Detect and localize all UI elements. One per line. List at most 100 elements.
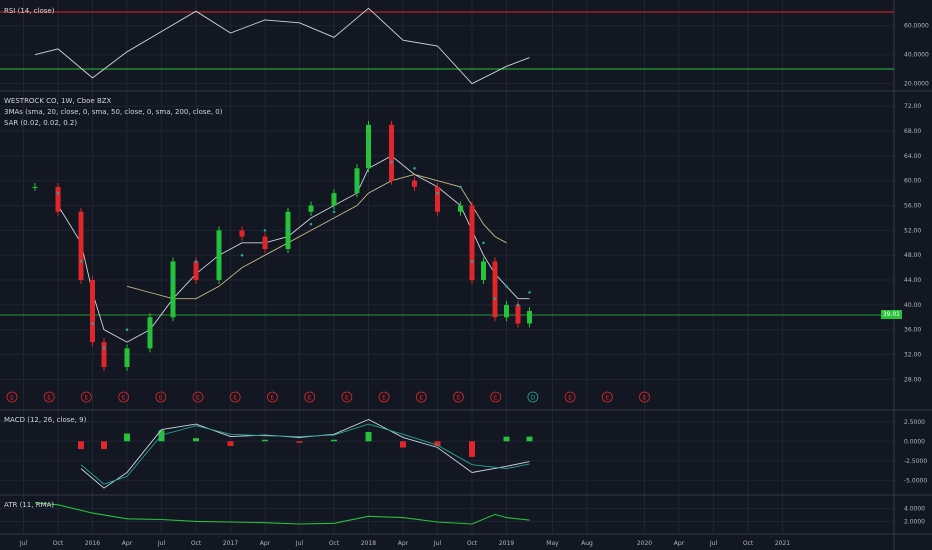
sar-dot (102, 347, 106, 350)
sar-dot (309, 222, 313, 226)
atr-line (34, 502, 530, 525)
atr-title: ATR (11, RMA) (4, 501, 55, 509)
rsi-title: RSI (14, close) (4, 7, 55, 15)
rsi-series (34, 7, 530, 85)
time-axis-label: 2018 (361, 540, 376, 547)
event-marker (378, 391, 390, 403)
time-axis-label: May (546, 540, 559, 547)
atr-series (34, 502, 530, 525)
macd-histogram-bar (296, 441, 303, 443)
event-marker (415, 391, 427, 403)
time-axis-label: Jul (433, 540, 442, 547)
sar-dot (148, 334, 152, 338)
sar-dots (56, 142, 531, 350)
event-marker (6, 391, 18, 403)
event-marker (639, 391, 650, 403)
sar-dot (436, 191, 439, 195)
event-label: E (345, 395, 349, 402)
candle-body (366, 124, 371, 169)
event-label: E (643, 395, 647, 402)
time-axis-label: Oct (53, 540, 64, 547)
candle-body (492, 261, 498, 318)
candle-body (527, 311, 532, 324)
macd-signal-line (80, 423, 530, 485)
candle-body (124, 348, 130, 367)
price-axis-label: 68.00 (904, 128, 921, 135)
price-axis-label: 2.5000 (904, 419, 925, 426)
macd-histogram-bar (400, 441, 406, 448)
price-axis-label: -5.0000 (904, 477, 927, 484)
time-axis-label: 2021 (775, 540, 790, 547)
time-axis-label: Oct (467, 540, 478, 547)
candle-body (239, 230, 245, 237)
sar-dot (263, 229, 267, 232)
event-marker (341, 391, 353, 403)
last-price-tag: 39.01 (880, 310, 902, 319)
sar-dot (528, 291, 531, 294)
candle-body (193, 261, 199, 281)
candle-body (504, 304, 509, 318)
sar-dot (125, 328, 129, 332)
macd-histogram-bar (78, 441, 84, 450)
event-label: E (568, 395, 572, 402)
event-marker (453, 391, 464, 403)
price-axis-label: 72.00 (904, 103, 921, 110)
event-label: E (233, 395, 237, 402)
event-label: E (85, 395, 89, 402)
price-axis-label: 60.00 (904, 178, 921, 185)
time-axis-label: Apr (122, 540, 133, 547)
sar-dot (493, 297, 497, 300)
candle-body (435, 186, 440, 212)
sar-dot (194, 260, 198, 263)
time-axis-label: 2020 (637, 540, 652, 547)
macd-histogram-bar (434, 441, 441, 446)
candle-body (101, 342, 107, 367)
sma20-line (57, 155, 530, 343)
macd-line (80, 419, 530, 489)
event-marker (601, 391, 613, 403)
macd-histogram-bar (331, 439, 337, 442)
macd-title: MACD (12, 26, close, 9) (4, 416, 87, 424)
macd-histogram-bar (503, 436, 510, 442)
event-marker (304, 391, 316, 403)
sar-dot (459, 185, 462, 189)
macd-histogram-bar (365, 431, 372, 442)
time-axis-label: Apr (674, 540, 685, 547)
sar-dot (516, 303, 520, 307)
price-axis-label: 56.00 (904, 203, 921, 210)
event-label: E (308, 395, 312, 402)
candle-body (262, 236, 268, 249)
time-axis-label: Aug (581, 540, 593, 547)
time-axis-label: 2019 (499, 540, 514, 547)
event-label: E (271, 395, 275, 402)
candle-body (354, 168, 360, 194)
event-label: E (10, 395, 14, 402)
sar-dot (332, 210, 336, 214)
sar-dot (217, 247, 221, 251)
price-axis-label: 52.00 (904, 227, 921, 234)
event-marker (267, 391, 278, 403)
axis-labels: 72.00 68.00 64.00 60.00 56.00 52.00 48.00 44.00… (19, 23, 929, 547)
macd-series (78, 419, 533, 489)
sar-dot (390, 160, 393, 164)
candle-body (216, 230, 222, 281)
symbol-title: WESTROCK CO, 1W, Cboe BZX (4, 97, 112, 105)
candle-body (389, 124, 394, 181)
macd-histogram-bar (158, 430, 165, 442)
price-axis-label: 36.00 (904, 327, 921, 334)
event-marker (490, 391, 502, 403)
candle-body (78, 211, 84, 281)
price-axis-label: 60.0000 (904, 23, 929, 30)
candle-body (308, 205, 314, 212)
event-marker (155, 391, 167, 403)
event-label: E (419, 395, 423, 402)
event-label: E (605, 395, 609, 402)
candle-body (147, 317, 153, 349)
macd-histogram-bar (124, 433, 130, 442)
price-axis-label: 2.0000 (904, 518, 925, 525)
candle-body (32, 186, 38, 188)
time-axis-label: Apr (260, 540, 271, 547)
price-axis-label: 40.00 (904, 302, 921, 309)
